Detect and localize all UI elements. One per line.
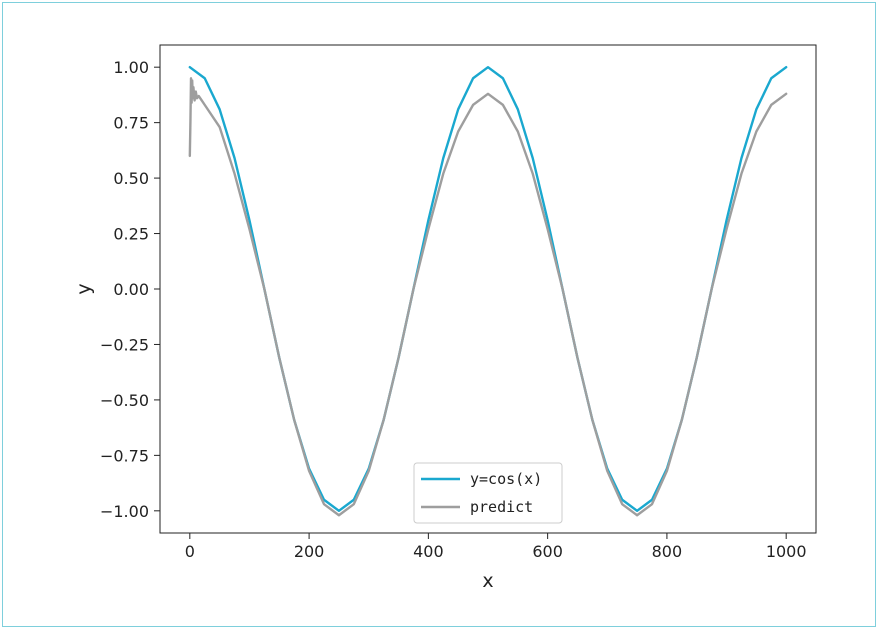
x-tick-label: 600 xyxy=(532,542,563,561)
legend: y=cos(x) predict xyxy=(413,462,563,524)
y-tick-label: 0.25 xyxy=(113,225,149,244)
y-tick-label: −1.00 xyxy=(100,502,149,521)
legend-label-predict: predict xyxy=(470,498,533,516)
y-tick-label: 0.00 xyxy=(113,280,149,299)
x-tick-label: 1000 xyxy=(766,542,807,561)
legend-label-cos: y=cos(x) xyxy=(470,470,542,488)
y-tick-label: 0.50 xyxy=(113,169,149,188)
y-tick-label: 0.75 xyxy=(113,114,149,133)
y-tick-label: −0.75 xyxy=(100,446,149,465)
series-layer xyxy=(188,65,788,517)
x-tick-label: 800 xyxy=(652,542,683,561)
plot-background xyxy=(160,45,816,533)
x-tick-label: 400 xyxy=(413,542,444,561)
x-tick-label: 200 xyxy=(294,542,325,561)
series-line-predict xyxy=(188,77,788,517)
y-tick-label: −0.25 xyxy=(100,335,149,354)
y-axis: 1.00 0.75 0.50 0.25 0.00 −0.25 −0.50 −0.75 −1.00 xyxy=(100,58,160,521)
x-axis-label: x xyxy=(482,570,493,592)
y-axis-label: y xyxy=(73,283,95,294)
x-tick-label: 0 xyxy=(185,542,195,561)
x-axis: 0 200 400 600 800 1000 xyxy=(185,533,807,561)
y-tick-label: −0.50 xyxy=(100,391,149,410)
y-tick-label: 1.00 xyxy=(113,58,149,77)
